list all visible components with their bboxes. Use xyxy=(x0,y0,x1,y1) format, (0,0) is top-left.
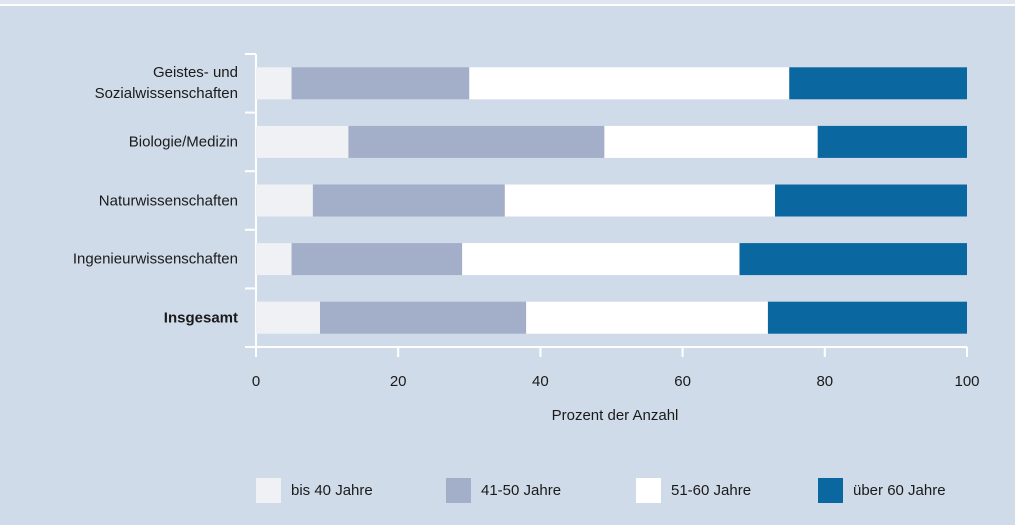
bar-segment xyxy=(256,243,292,276)
bar-segment xyxy=(789,67,967,100)
bar-segment xyxy=(604,125,818,158)
bar-segment xyxy=(739,243,967,276)
x-tick-label: 0 xyxy=(252,373,260,390)
bar-segment xyxy=(291,243,463,276)
bar-segment xyxy=(462,243,740,276)
category-label: Insgesamt xyxy=(163,309,238,327)
legend-label: 51-60 Jahre xyxy=(671,482,751,499)
category-label: Ingenieurwissenschaften xyxy=(72,250,238,268)
bar-segment xyxy=(256,67,292,100)
bar-segment xyxy=(469,67,790,100)
bar-segment xyxy=(256,125,349,158)
bar-segment xyxy=(504,184,776,217)
bar-segment xyxy=(348,125,605,158)
bar-segment xyxy=(319,301,527,334)
bar-segment xyxy=(775,184,967,217)
bar-segment xyxy=(767,301,967,334)
bar-segment xyxy=(256,184,313,217)
x-tick-label: 60 xyxy=(674,373,691,390)
category-label: Naturwissenschaften xyxy=(98,192,238,209)
legend-swatch xyxy=(818,478,843,503)
legend-label: über 60 Jahre xyxy=(853,482,946,499)
legend-label: 41-50 Jahre xyxy=(481,482,561,499)
x-axis-label: Prozent der Anzahl xyxy=(552,407,679,424)
category-label: Biologie/Medizin xyxy=(128,133,238,151)
bar-segment xyxy=(817,125,967,158)
x-tick-label: 20 xyxy=(390,373,407,390)
top-strip xyxy=(0,0,1015,4)
category-label: Geistes- und Sozialwissenschaften xyxy=(94,64,238,103)
bar-segment xyxy=(312,184,505,217)
x-tick-label: 80 xyxy=(816,373,833,390)
bar-segment xyxy=(526,301,768,334)
x-tick-label: 40 xyxy=(532,373,549,390)
bar-segment xyxy=(291,67,470,100)
legend-swatch xyxy=(446,478,471,503)
legend-label: bis 40 Jahre xyxy=(291,482,373,499)
bar-segment xyxy=(256,301,320,334)
legend-swatch xyxy=(256,478,281,503)
x-tick-label: 100 xyxy=(954,373,979,390)
legend-swatch xyxy=(636,478,661,503)
